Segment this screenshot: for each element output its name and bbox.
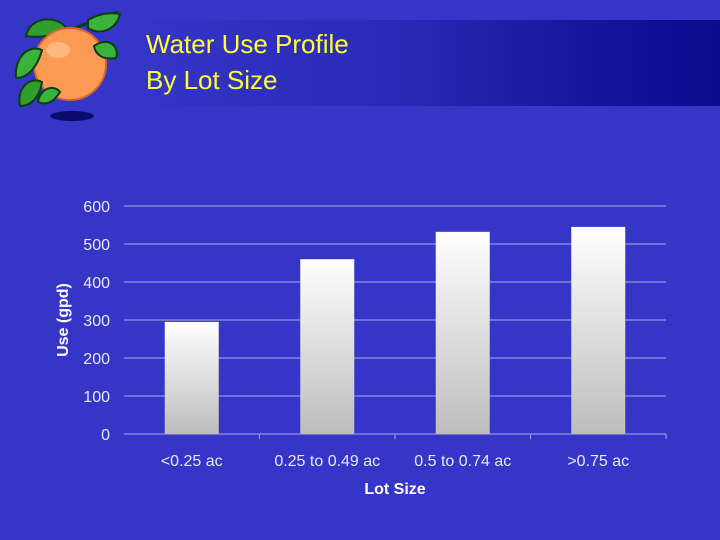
bar	[571, 226, 626, 434]
y-axis-title: Use (gpd)	[55, 283, 72, 357]
x-tick-label: <0.25 ac	[161, 453, 223, 470]
bar	[164, 321, 219, 434]
y-tick-label: 500	[83, 237, 110, 254]
y-tick-label: 200	[83, 351, 110, 368]
x-axis-ticks: <0.25 ac 0.25 to 0.49 ac 0.5 to 0.74 ac >0.…	[161, 453, 629, 470]
x-axis-title: Lot Size	[364, 481, 425, 498]
x-tick-label: 0.25 to 0.49 ac	[274, 453, 380, 470]
bar	[300, 259, 355, 434]
y-tick-label: 400	[83, 275, 110, 292]
y-axis-ticks: 0 100 200 300 400 500 600	[83, 199, 110, 444]
title-band	[118, 20, 720, 106]
title-line-2: By Lot Size	[146, 65, 278, 95]
orange-fruit-icon	[14, 10, 122, 121]
title-line-1: Water Use Profile	[146, 29, 349, 59]
x-tick-label: 0.5 to 0.74 ac	[414, 453, 511, 470]
y-tick-label: 100	[83, 389, 110, 406]
y-tick-label: 0	[101, 427, 110, 444]
bars	[164, 226, 626, 434]
slide-title: Water Use Profile By Lot Size	[146, 26, 349, 98]
x-tick-label: >0.75 ac	[567, 453, 629, 470]
y-tick-label: 300	[83, 313, 110, 330]
bar	[435, 231, 490, 434]
y-tick-label: 600	[83, 199, 110, 216]
